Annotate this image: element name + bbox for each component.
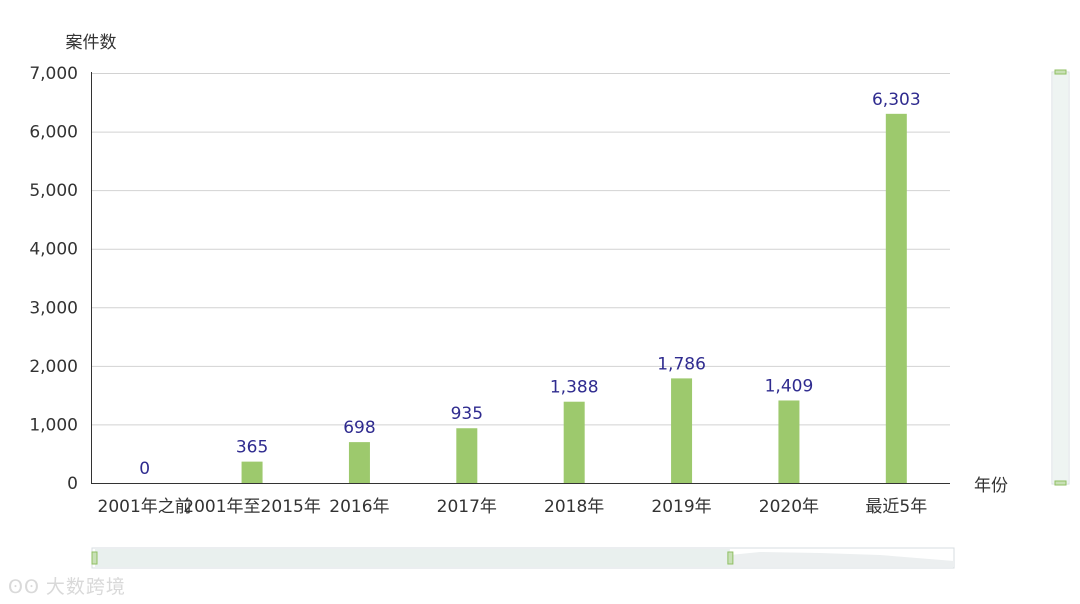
grid-lines (91, 73, 950, 426)
y-tick-label: 7,000 (29, 64, 78, 84)
x-tick-label: 2001年之前 (98, 497, 192, 517)
y-axis-ticks: 0 1,000 2,000 3,000 4,000 5,000 6,000 7,000 (29, 64, 78, 494)
x-zoom-handle-right[interactable] (727, 551, 734, 565)
y-zoom-handle-top[interactable] (1054, 69, 1067, 75)
x-zoom-slider[interactable] (91, 547, 955, 569)
data-label: 1,388 (550, 378, 599, 398)
bar (241, 461, 263, 483)
x-tick-label: 2019年 (651, 497, 711, 517)
y-tick-label: 4,000 (29, 240, 78, 260)
x-zoom-selection[interactable] (95, 549, 730, 567)
x-zoom-preview-area (730, 552, 954, 567)
watermark-logo-icon: ʘʘ (8, 576, 40, 598)
x-tick-label: 2017年 (437, 497, 497, 517)
y-axis-title: 案件数 (66, 33, 117, 53)
watermark: ʘʘ 大数跨境 (8, 572, 126, 599)
y-zoom-slider[interactable] (1051, 69, 1070, 486)
x-zoom-handle-left[interactable] (91, 551, 98, 565)
bar (456, 428, 478, 483)
bar-series: 0 365 698 935 1,388 1,786 1,409 6,303 (139, 90, 921, 484)
data-label: 935 (451, 404, 483, 424)
x-tick-label: 2001年至2015年 (183, 497, 321, 517)
y-zoom-handle-bottom[interactable] (1054, 480, 1067, 486)
bar (563, 401, 585, 483)
x-axis-title: 年份 (974, 476, 1008, 496)
data-label: 1,786 (657, 354, 706, 374)
data-label: 0 (139, 459, 150, 479)
y-zoom-selection[interactable] (1053, 73, 1068, 483)
y-tick-label: 6,000 (29, 123, 78, 143)
x-tick-label: 最近5年 (865, 497, 927, 517)
x-tick-label: 2016年 (329, 497, 389, 517)
bar (348, 442, 370, 483)
data-label: 1,409 (765, 376, 814, 396)
data-label: 365 (236, 438, 268, 458)
y-tick-label: 1,000 (29, 415, 78, 435)
y-tick-label: 2,000 (29, 357, 78, 377)
x-tick-label: 2018年 (544, 497, 604, 517)
y-tick-label: 5,000 (29, 181, 78, 201)
data-label: 6,303 (872, 90, 921, 110)
y-tick-label: 0 (67, 474, 78, 494)
x-tick-label: 2020年 (759, 497, 819, 517)
bar (671, 378, 693, 483)
data-label: 698 (343, 418, 375, 438)
y-tick-label: 3,000 (29, 298, 78, 318)
watermark-text: 大数跨境 (45, 576, 126, 598)
bar (885, 113, 907, 484)
bar (778, 400, 800, 483)
